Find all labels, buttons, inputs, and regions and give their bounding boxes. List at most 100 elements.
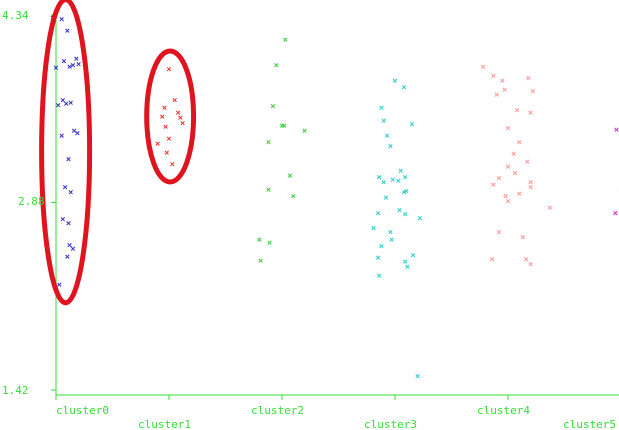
point-cluster3-5: × (384, 132, 389, 142)
y-tick-label-top: 4.34 (2, 9, 29, 22)
point-cluster4-6: × (494, 91, 499, 101)
point-cluster4-18: × (528, 183, 533, 193)
point-cluster0-8: × (76, 60, 81, 70)
point-cluster4-9: × (505, 124, 510, 134)
point-cluster4-22: × (547, 204, 552, 214)
point-cluster3-4: × (409, 120, 414, 130)
highlight-ellipse-cluster1 (144, 48, 197, 185)
point-cluster3-29: × (415, 372, 420, 382)
point-cluster1-8: × (166, 134, 171, 144)
point-cluster2-5: × (302, 127, 307, 137)
point-cluster1-10: × (164, 148, 169, 158)
point-cluster4-2: × (526, 74, 531, 84)
x-tick-label-cluster1: cluster1 (138, 418, 191, 430)
point-cluster3-25: × (375, 254, 380, 264)
y-tick-label-mid: 2.88 (18, 195, 45, 208)
point-cluster2-4: × (282, 121, 287, 131)
x-tick-label-cluster0: cluster0 (56, 404, 109, 417)
point-cluster3-28: × (376, 272, 381, 282)
point-cluster0-11: × (63, 100, 68, 110)
axis-labels: 4.34 2.88 1.42 cluster0 cluster1 cluster… (2, 9, 616, 430)
point-cluster1-5: × (160, 112, 165, 122)
highlight-ellipse-cluster0 (39, 0, 93, 306)
point-cluster0-16: × (66, 155, 71, 165)
point-cluster3-13: × (401, 188, 406, 198)
point-cluster2-2: × (270, 102, 275, 112)
cluster-highlights (39, 0, 197, 306)
x-tick-label-cluster2: cluster2 (251, 404, 304, 417)
point-cluster4-17: × (491, 181, 496, 191)
point-cluster3-19: × (417, 214, 422, 224)
point-cluster0-7: × (70, 61, 75, 71)
point-cluster0-4: × (61, 57, 66, 67)
point-cluster2-3: × (279, 121, 284, 131)
y-tick-label-bottom: 1.42 (2, 384, 29, 397)
point-cluster4-10: × (517, 138, 522, 148)
point-cluster4-20: × (503, 192, 508, 202)
point-cluster3-24: × (410, 251, 415, 261)
point-cluster4-4: × (502, 85, 507, 95)
point-cluster3-26: × (402, 258, 407, 268)
point-cluster3-2: × (379, 103, 384, 113)
point-cluster0-1: × (59, 15, 64, 25)
point-cluster0-10: × (56, 101, 61, 111)
point-cluster3-23: × (379, 242, 384, 252)
point-cluster4-27: × (528, 260, 533, 270)
point-cluster4-11: × (511, 150, 516, 160)
point-cluster4-0: × (480, 62, 485, 72)
point-cluster4-1: × (491, 71, 496, 81)
point-cluster3-8: × (376, 173, 381, 183)
point-cluster3-16: × (397, 206, 402, 216)
point-cluster0-19: × (60, 215, 65, 225)
point-cluster2-6: × (266, 138, 271, 148)
point-cluster3-27: × (405, 263, 410, 273)
data-points: × × × × × × × × × × × × × × × × × × × × × × × × × × × × × × × × × × × × × × × ×… (50, 14, 619, 382)
point-cluster0-21: × (67, 241, 72, 251)
point-cluster2-11: × (267, 238, 272, 248)
point-cluster3-7: × (398, 166, 403, 176)
point-cluster3-18: × (402, 210, 407, 220)
point-cluster3-15: × (383, 193, 388, 203)
x-tick-label-cluster4: cluster4 (477, 404, 530, 417)
point-cluster0-6: × (74, 55, 79, 65)
point-cluster4-14: × (528, 178, 533, 188)
point-cluster3-20: × (371, 224, 376, 234)
point-cluster4-21: × (505, 197, 510, 207)
point-cluster3-1: × (401, 83, 406, 93)
point-cluster3-0: × (392, 76, 397, 86)
point-cluster2-12: × (258, 256, 263, 266)
point-cluster2-10: × (257, 236, 262, 246)
point-cluster4-8: × (528, 109, 533, 119)
point-cluster4-19: × (517, 190, 522, 200)
point-cluster0-9: × (60, 96, 65, 106)
point-cluster1-9: × (155, 139, 160, 149)
point-cluster3-11: × (402, 173, 407, 183)
point-cluster0-20: × (66, 219, 71, 229)
point-cluster4-16: × (512, 169, 517, 179)
point-cluster0-12: × (68, 98, 73, 108)
point-cluster0-3: × (53, 64, 58, 74)
point-cluster3-14: × (404, 187, 409, 197)
point-cluster3-10: × (396, 177, 401, 187)
point-cluster1-0: × (166, 65, 171, 75)
point-cluster5-15: × (613, 209, 618, 219)
point-cluster4-3: × (500, 76, 505, 86)
point-cluster3-12: × (381, 178, 386, 188)
point-cluster5-4: × (614, 125, 619, 135)
point-cluster3-9: × (390, 175, 395, 185)
point-cluster0-5: × (67, 62, 72, 72)
point-cluster4-25: × (489, 255, 494, 265)
point-cluster0-22: × (70, 245, 75, 255)
point-cluster4-15: × (496, 174, 501, 184)
axes (55, 8, 619, 396)
point-cluster1-11: × (170, 160, 175, 170)
point-cluster3-22: × (389, 236, 394, 246)
point-cluster4-26: × (523, 255, 528, 265)
point-cluster1-7: × (180, 119, 185, 129)
point-cluster2-8: × (266, 186, 271, 196)
point-cluster1-3: × (175, 109, 180, 119)
point-cluster0-23: × (65, 252, 70, 262)
point-cluster3-21: × (388, 228, 393, 238)
point-cluster1-6: × (163, 123, 168, 133)
